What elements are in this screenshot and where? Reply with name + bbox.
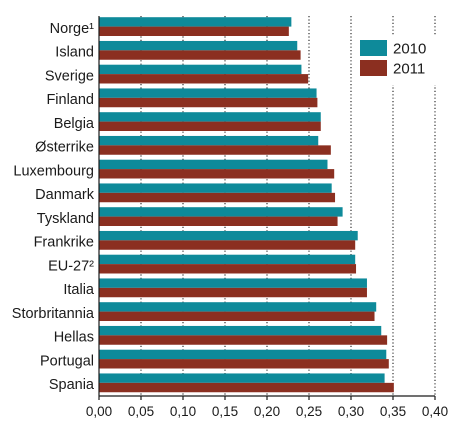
category-label: Østerrike — [35, 140, 94, 156]
bar-2010-14 — [99, 349, 387, 360]
bar-2011-3 — [99, 97, 318, 108]
bar-2010-5 — [99, 135, 319, 146]
category-labels: Norge¹ Island Sverige Finland Belgia Østerrik… — [12, 21, 95, 393]
bar-2011-0 — [99, 26, 289, 36]
legend-label-2010: 2010 — [393, 41, 426, 58]
category-label: Belgia — [54, 116, 95, 132]
bar-2011-12 — [99, 311, 375, 321]
bar-2010-13 — [99, 325, 382, 336]
bar-2011-2 — [99, 74, 309, 84]
x-tick-label: 0,10 — [170, 404, 196, 419]
category-label: Danmark — [35, 187, 95, 203]
bar-2011-15 — [99, 382, 394, 393]
bar-2011-11 — [99, 287, 367, 298]
x-tick-label: 0,40 — [422, 404, 448, 419]
legend: 2010 2011 — [354, 35, 436, 85]
category-label: Frankrike — [34, 235, 94, 251]
bar-2010-12 — [99, 302, 377, 312]
bar-2011-5 — [99, 145, 331, 155]
x-tick-label: 0,00 — [86, 404, 112, 419]
bar-2011-10 — [99, 264, 357, 274]
bar-2010-11 — [99, 278, 367, 288]
bar-2010-10 — [99, 254, 356, 265]
bar-2011-9 — [99, 240, 356, 250]
bar-2011-6 — [99, 169, 335, 179]
category-label: Storbritannia — [12, 306, 95, 322]
category-label: Italia — [63, 282, 95, 298]
bar-2011-1 — [99, 50, 301, 60]
bar-2011-7 — [99, 192, 336, 203]
bar-2010-2 — [99, 64, 302, 75]
category-label: EU-27² — [48, 258, 94, 274]
category-label: Sverige — [45, 68, 94, 84]
legend-swatch-2011 — [360, 60, 387, 76]
bar-2010-15 — [99, 373, 385, 383]
bar-2010-1 — [99, 40, 298, 51]
category-label: Spania — [49, 377, 95, 393]
legend-label-2011: 2011 — [393, 61, 425, 78]
bar-2010-7 — [99, 183, 332, 193]
bar-2011-14 — [99, 359, 389, 369]
legend-swatch-2010 — [360, 40, 387, 56]
x-tick-label: 0,05 — [128, 404, 154, 419]
bars — [99, 17, 394, 393]
x-tick-label: 0,20 — [254, 404, 280, 419]
bar-2010-4 — [99, 112, 321, 122]
bar-2010-9 — [99, 230, 358, 241]
category-label: Portugal — [40, 353, 94, 369]
bar-2011-4 — [99, 121, 321, 131]
category-label: Tyskland — [37, 211, 94, 227]
bar-2011-8 — [99, 216, 338, 226]
x-tick-label: 0,35 — [380, 404, 406, 419]
category-label: Luxembourg — [13, 163, 94, 179]
x-tick-label: 0,15 — [212, 404, 238, 419]
bar-2010-3 — [99, 88, 317, 98]
x-tick-label: 0,30 — [338, 404, 364, 419]
category-label: Norge¹ — [50, 21, 94, 37]
x-tick-label: 0,25 — [296, 404, 322, 419]
category-label: Island — [55, 45, 94, 61]
x-axis: 0,00 0,05 0,10 0,15 0,20 0,25 0,30 0,35 0,40 — [86, 16, 448, 419]
bar-2010-6 — [99, 159, 328, 170]
category-label: Finland — [46, 92, 94, 108]
bar-2010-8 — [99, 207, 343, 217]
bar-2011-13 — [99, 335, 388, 345]
bar-2010-0 — [99, 17, 292, 27]
category-label: Hellas — [54, 330, 94, 346]
